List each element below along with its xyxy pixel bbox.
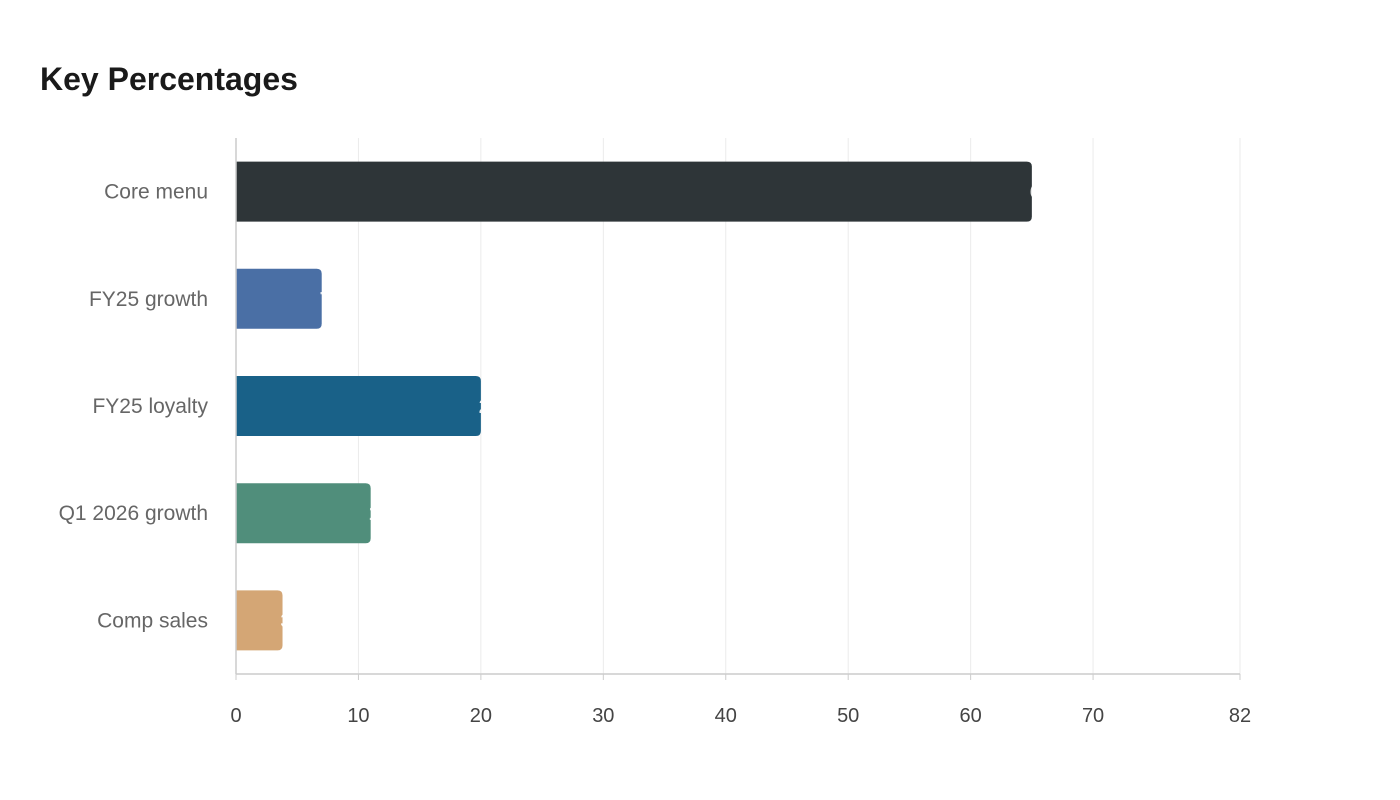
category-labels: Core menu FY25 growth FY25 loyalty Q1 2026 … [59, 181, 209, 633]
bar-value-label: 7 [320, 289, 331, 311]
x-tick-label: 30 [592, 705, 614, 727]
category-label: Comp sales [97, 609, 208, 632]
bar-value-label: 11 [369, 503, 390, 525]
category-label: Core menu [104, 181, 208, 204]
x-tick-label: 60 [960, 705, 982, 727]
x-tick-label: 40 [715, 705, 737, 727]
x-tick-label: 10 [347, 705, 369, 727]
category-label: FY25 loyalty [92, 395, 208, 418]
bars: 65 7 20 11 3.8 [236, 161, 1052, 651]
bar-value-label: 3.8 [281, 610, 309, 632]
bar-value-label: 20 [479, 396, 501, 418]
bar [236, 483, 371, 544]
x-tick-label: 20 [470, 705, 492, 727]
bar [236, 161, 1032, 222]
x-tick-label: 50 [837, 705, 859, 727]
bar-value-label: 65 [1030, 182, 1052, 204]
bar [236, 590, 283, 651]
category-label: FY25 growth [89, 288, 208, 311]
category-label: Q1 2026 growth [59, 502, 208, 525]
chart-title: Key Percentages [40, 61, 298, 97]
bar [236, 376, 481, 436]
x-tick-label: 0 [230, 705, 241, 727]
x-tick-label: 70 [1082, 705, 1104, 727]
x-axis: 0 10 20 30 40 50 60 70 82 [230, 138, 1251, 727]
bar [236, 268, 322, 329]
x-tick-label: 82 [1229, 705, 1251, 727]
